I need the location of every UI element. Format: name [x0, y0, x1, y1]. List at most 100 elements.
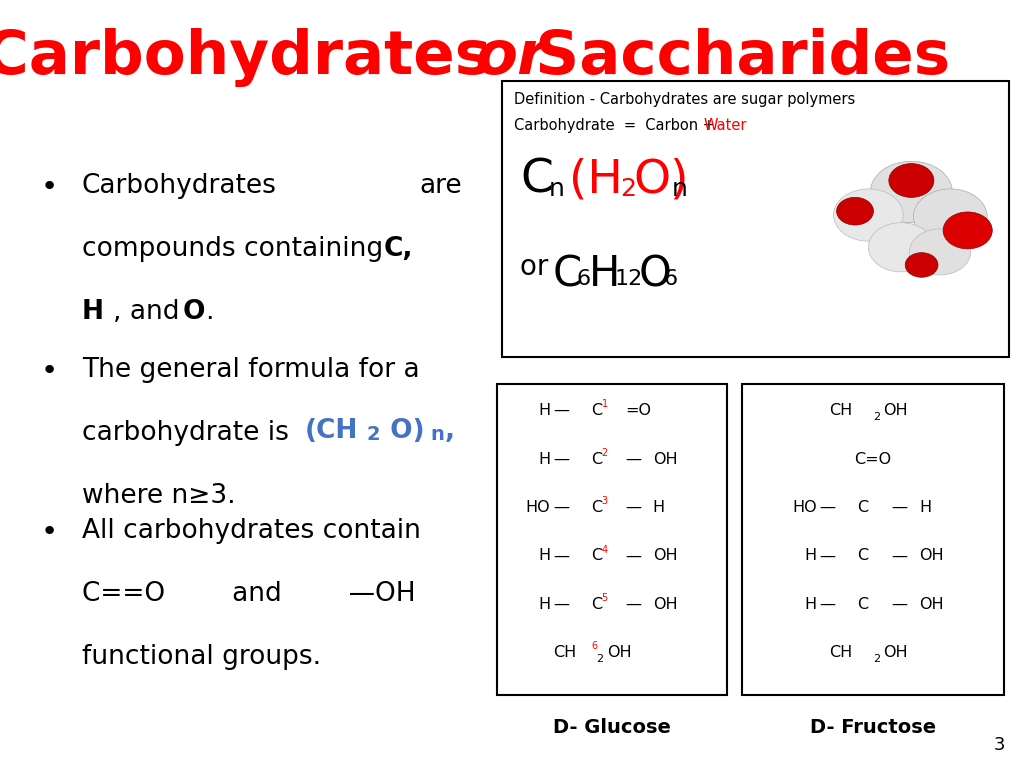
- Text: functional groups.: functional groups.: [82, 644, 322, 670]
- Text: 6: 6: [577, 269, 591, 289]
- Text: •: •: [41, 173, 58, 200]
- Text: H: H: [805, 548, 817, 564]
- Text: 6: 6: [592, 641, 597, 651]
- Circle shape: [913, 189, 987, 244]
- Text: —: —: [553, 548, 569, 564]
- Text: 2: 2: [367, 425, 380, 445]
- Text: —: —: [553, 403, 569, 419]
- Text: H: H: [539, 597, 551, 612]
- Text: —: —: [625, 452, 641, 467]
- Text: The general formula for a: The general formula for a: [82, 357, 420, 383]
- Text: Carbohydrates: Carbohydrates: [82, 173, 276, 199]
- Text: 3: 3: [602, 496, 607, 506]
- Text: —: —: [553, 452, 569, 467]
- Text: CH: CH: [553, 645, 575, 660]
- Text: CH: CH: [829, 645, 852, 660]
- Text: —: —: [891, 548, 907, 564]
- Text: 2: 2: [872, 412, 880, 422]
- Text: —: —: [819, 500, 836, 515]
- Text: —: —: [625, 597, 641, 612]
- Text: Water: Water: [703, 118, 746, 133]
- Text: Saccharides: Saccharides: [514, 28, 950, 87]
- Text: O: O: [182, 299, 205, 325]
- Text: n: n: [549, 177, 565, 200]
- Text: All carbohydrates contain: All carbohydrates contain: [82, 518, 421, 545]
- Text: C: C: [858, 500, 868, 515]
- Text: H: H: [539, 548, 551, 564]
- Text: =O: =O: [625, 403, 651, 419]
- Text: 1: 1: [602, 399, 607, 409]
- Circle shape: [868, 223, 934, 272]
- Text: OH: OH: [883, 645, 908, 660]
- Text: D- Fructose: D- Fructose: [810, 718, 936, 737]
- Text: 3: 3: [994, 737, 1006, 754]
- Text: or: or: [476, 28, 548, 87]
- Text: H: H: [539, 403, 551, 419]
- Text: 5: 5: [602, 593, 608, 603]
- Text: OH: OH: [653, 597, 678, 612]
- Text: H: H: [805, 597, 817, 612]
- Bar: [502, 81, 1009, 357]
- Text: H: H: [653, 500, 665, 515]
- Text: —: —: [819, 548, 836, 564]
- Text: —: —: [553, 500, 569, 515]
- Text: C: C: [553, 253, 582, 296]
- Text: 2: 2: [621, 177, 637, 200]
- Text: n: n: [672, 177, 688, 200]
- Text: Carbohydrates: Carbohydrates: [0, 28, 512, 87]
- Text: ,: ,: [444, 418, 455, 444]
- Text: Carbohydrate  =  Carbon +: Carbohydrate = Carbon +: [514, 118, 720, 133]
- Text: H: H: [82, 299, 103, 325]
- Text: C==O        and        —OH: C==O and —OH: [82, 581, 416, 607]
- Text: C: C: [592, 452, 602, 467]
- Text: C: C: [858, 597, 868, 612]
- Text: OH: OH: [653, 452, 678, 467]
- Text: .: .: [205, 299, 213, 325]
- Text: OH: OH: [606, 645, 632, 660]
- Text: O): O): [634, 157, 689, 203]
- Text: or: or: [520, 253, 557, 281]
- Text: 6: 6: [664, 269, 678, 289]
- Text: —: —: [625, 500, 641, 515]
- Text: 4: 4: [602, 545, 607, 554]
- Text: O): O): [381, 418, 425, 444]
- Circle shape: [889, 164, 934, 197]
- Circle shape: [870, 161, 952, 223]
- Circle shape: [837, 197, 873, 225]
- Text: —: —: [891, 500, 907, 515]
- Circle shape: [834, 189, 903, 241]
- Text: OH: OH: [883, 403, 908, 419]
- Circle shape: [943, 212, 992, 249]
- Text: H: H: [920, 500, 931, 515]
- Text: D- Glucose: D- Glucose: [553, 718, 671, 737]
- Text: C: C: [858, 548, 868, 564]
- Text: 2: 2: [872, 654, 880, 664]
- Text: C: C: [592, 403, 602, 419]
- Text: OH: OH: [920, 548, 944, 564]
- Text: (CH: (CH: [305, 418, 358, 444]
- Text: —: —: [891, 597, 907, 612]
- Circle shape: [909, 229, 971, 275]
- Text: •: •: [41, 357, 58, 385]
- Text: OH: OH: [920, 597, 944, 612]
- Text: H: H: [589, 253, 621, 296]
- Text: —: —: [819, 597, 836, 612]
- Text: •: •: [41, 518, 58, 546]
- Text: —: —: [625, 548, 641, 564]
- Text: C: C: [592, 597, 602, 612]
- Text: HO: HO: [525, 500, 551, 515]
- Text: C,: C,: [384, 236, 414, 262]
- Text: C: C: [592, 500, 602, 515]
- Text: are: are: [420, 173, 463, 199]
- Text: HO: HO: [792, 500, 817, 515]
- Text: 2: 2: [596, 654, 603, 664]
- Text: —: —: [553, 597, 569, 612]
- Text: , and: , and: [113, 299, 187, 325]
- Text: H: H: [539, 452, 551, 467]
- Text: C: C: [520, 157, 553, 203]
- Text: where n≥3.: where n≥3.: [82, 483, 236, 509]
- Text: carbohydrate is: carbohydrate is: [82, 420, 297, 446]
- Text: O: O: [639, 253, 672, 296]
- Text: 2: 2: [602, 448, 608, 458]
- Text: Definition - Carbohydrates are sugar polymers: Definition - Carbohydrates are sugar pol…: [514, 92, 855, 108]
